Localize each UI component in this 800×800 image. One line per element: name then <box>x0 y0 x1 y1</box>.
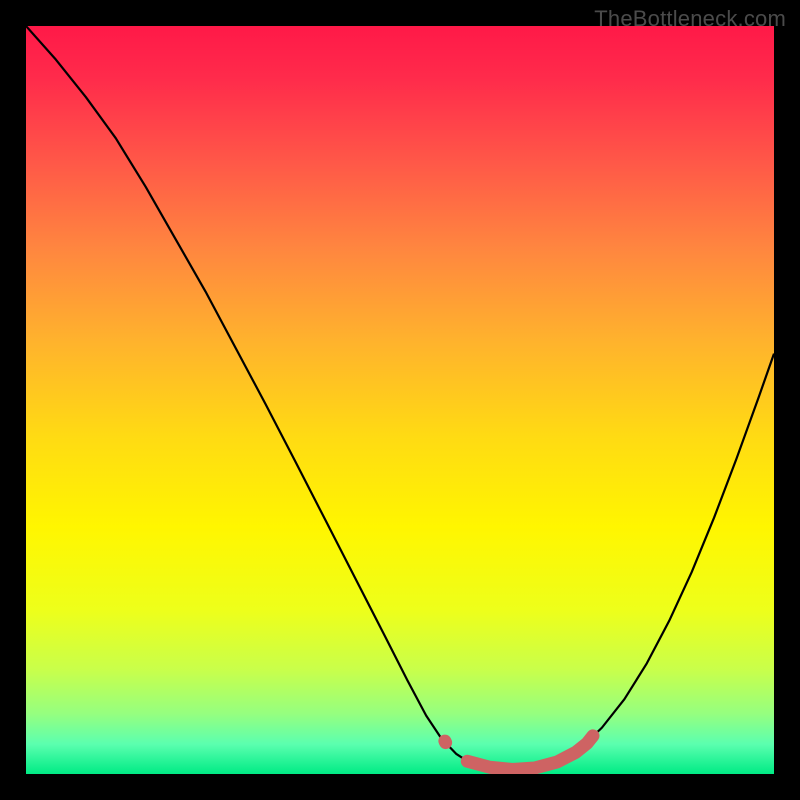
chart-svg <box>26 26 774 774</box>
bottleneck-chart <box>26 26 774 774</box>
highlight-segment-0 <box>445 741 446 742</box>
chart-background <box>26 26 774 774</box>
